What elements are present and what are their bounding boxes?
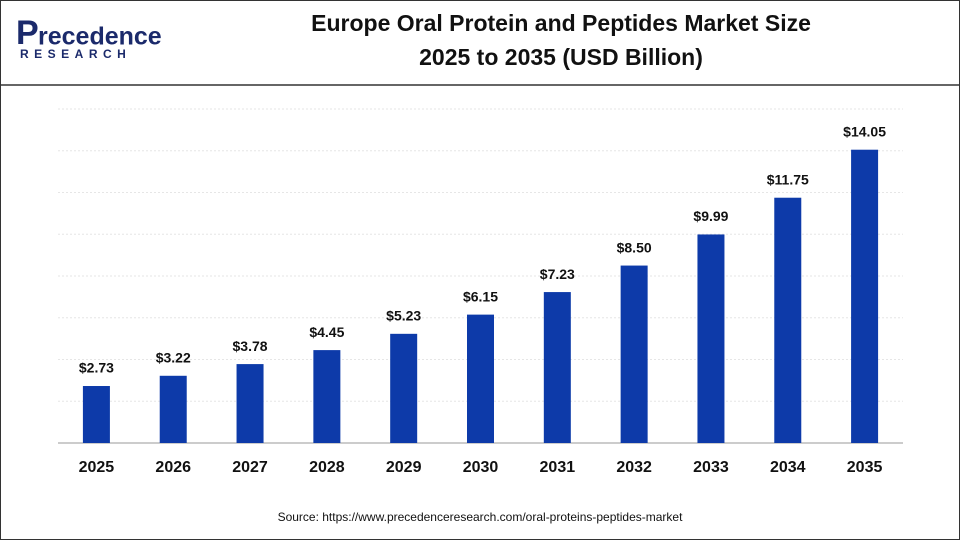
value-label: $3.78 [233, 338, 268, 354]
x-tick-label: 2026 [155, 459, 191, 476]
value-label: $9.99 [693, 208, 728, 224]
x-tick-label: 2032 [616, 459, 652, 476]
logo-name: recedence [38, 23, 162, 51]
bar [390, 333, 418, 443]
bar [620, 265, 648, 443]
x-tick-label: 2029 [386, 459, 422, 476]
x-tick-label: 2033 [693, 459, 729, 476]
x-tick-label: 2035 [847, 459, 883, 476]
value-label: $4.45 [309, 324, 344, 340]
source: Source: https://www.precedenceresearch.c… [278, 510, 684, 524]
x-tick-label: 2030 [463, 459, 499, 476]
value-label: $3.22 [156, 349, 191, 365]
value-label: $8.50 [617, 239, 652, 255]
value-label: $6.15 [463, 288, 498, 304]
bar [543, 292, 571, 443]
value-label: $14.05 [843, 123, 886, 139]
x-tick-label: 2027 [232, 459, 268, 476]
logo-tagline: RESEARCH [20, 47, 131, 61]
x-tick-label: 2031 [540, 459, 576, 476]
bar [236, 364, 264, 443]
bar [467, 314, 494, 443]
logo-initial: P [16, 14, 39, 52]
bar [159, 375, 187, 443]
x-tick-label: 2028 [309, 459, 345, 476]
bar [313, 350, 341, 443]
bar [697, 234, 725, 443]
bar [851, 149, 879, 444]
value-label: $11.75 [767, 171, 809, 187]
x-tick-label: 2025 [79, 459, 115, 476]
bar [774, 197, 802, 443]
value-label: $2.73 [79, 360, 114, 376]
value-label: $7.23 [540, 266, 575, 282]
chart-subtitle: 2025 to 2035 (USD Billion) [419, 44, 703, 70]
x-tick-label: 2034 [770, 459, 806, 476]
value-label: $5.23 [386, 308, 421, 324]
logo: P recedence RESEARCH [16, 14, 162, 61]
chart-title: Europe Oral Protein and Peptides Market … [311, 10, 811, 36]
bar [82, 386, 110, 443]
